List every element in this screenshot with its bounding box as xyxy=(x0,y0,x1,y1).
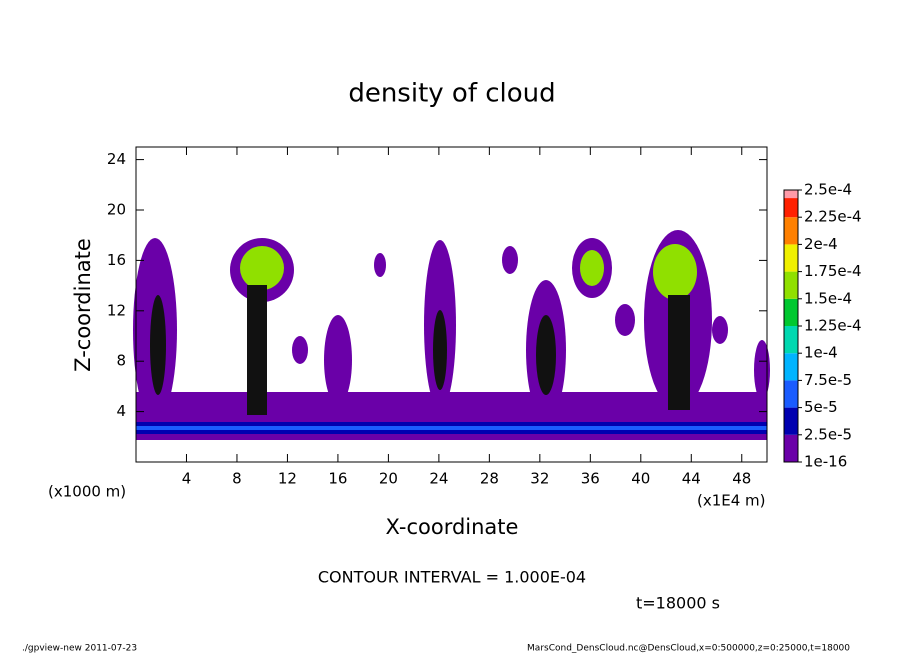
cloud-blob xyxy=(240,246,284,290)
cloud-blob xyxy=(150,295,166,395)
colorbar-band xyxy=(784,407,798,435)
annotation: t=18000 s xyxy=(636,594,720,613)
cloud-blob xyxy=(712,316,728,344)
x-tick-label: 40 xyxy=(631,470,650,488)
colorbar-band xyxy=(784,434,798,462)
colorbar-band xyxy=(784,271,798,299)
cloud-blob xyxy=(502,246,518,274)
colorbar-label: 2e-4 xyxy=(804,235,838,253)
x-tick-label: 36 xyxy=(581,470,600,488)
plot-frame xyxy=(135,146,768,463)
colorbar-band xyxy=(784,353,798,381)
footer: MarsCond_DensCloud.nc@DensCloud,x=0:5000… xyxy=(527,644,850,654)
x-tick-label: 24 xyxy=(429,470,448,488)
x-tick-label: 4 xyxy=(182,470,192,488)
colorbar-band xyxy=(784,380,798,408)
cloud-blob xyxy=(580,250,604,286)
colorbar-band xyxy=(784,298,798,326)
colorbar-label: 1.25e-4 xyxy=(804,317,862,335)
x-unit: (x1E4 m) xyxy=(697,492,766,510)
colorbar-label: 2.5e-4 xyxy=(804,181,852,199)
colorbar-label: 2.25e-4 xyxy=(804,208,862,226)
y-tick-label: 8 xyxy=(116,352,126,370)
cloud-blob xyxy=(433,310,447,390)
colorbar-label: 7.5e-5 xyxy=(804,371,852,389)
colorbar-label: 1.75e-4 xyxy=(804,262,862,280)
cloud-blob xyxy=(536,315,556,395)
x-tick-label: 12 xyxy=(278,470,297,488)
colorbar-band xyxy=(784,244,798,272)
cloud-blob xyxy=(653,244,697,300)
colorbar-label: 1e-16 xyxy=(804,453,847,471)
y-unit: (x1000 m) xyxy=(48,483,126,501)
colorbar-top xyxy=(784,190,798,199)
contour-field xyxy=(133,230,770,440)
cloud-blob xyxy=(374,253,386,277)
x-tick-label: 32 xyxy=(530,470,549,488)
colorbar-label: 1e-4 xyxy=(804,344,838,362)
x-tick-label: 44 xyxy=(682,470,701,488)
cloud-blob xyxy=(247,285,267,415)
annotation: CONTOUR INTERVAL = 1.000E-04 xyxy=(318,568,586,587)
y-tick-label: 24 xyxy=(107,150,126,168)
x-tick-label: 8 xyxy=(232,470,242,488)
x-tick-label: 28 xyxy=(480,470,499,488)
cloud-layer xyxy=(136,426,767,430)
colorbar-label: 5e-5 xyxy=(804,398,838,416)
cloud-blob xyxy=(292,336,308,364)
footer: ./gpview-new 2011-07-23 xyxy=(22,644,137,654)
cloud-blob xyxy=(754,340,770,400)
colorbar-label: 2.5e-5 xyxy=(804,425,852,443)
colorbar-band xyxy=(784,326,798,354)
x-tick-label: 20 xyxy=(379,470,398,488)
x-axis-label: X-coordinate xyxy=(386,515,519,539)
y-tick-label: 4 xyxy=(116,402,126,420)
y-axis-label: Z-coordinate xyxy=(71,238,95,372)
cloud-blob xyxy=(615,304,635,336)
y-tick-label: 16 xyxy=(107,251,126,269)
x-tick-label: 48 xyxy=(732,470,751,488)
y-tick-label: 12 xyxy=(107,301,126,319)
cloud-blob xyxy=(324,315,352,405)
colorbar-band xyxy=(784,217,798,245)
cloud-blob xyxy=(668,295,690,410)
y-tick-label: 20 xyxy=(107,201,126,219)
chart-title: density of cloud xyxy=(348,79,555,109)
colorbar-label: 1.5e-4 xyxy=(804,289,852,307)
x-tick-label: 16 xyxy=(328,470,347,488)
